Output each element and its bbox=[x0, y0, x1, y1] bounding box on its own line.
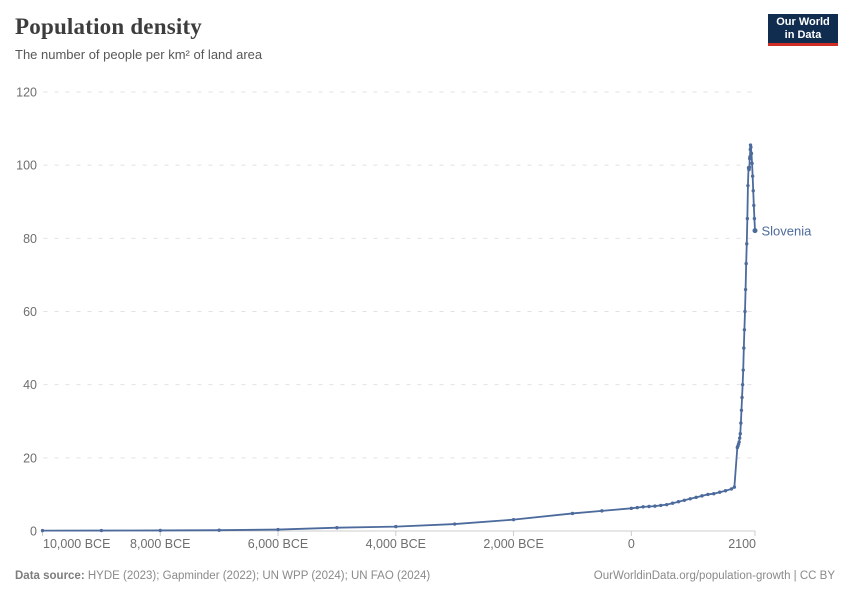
data-point bbox=[745, 216, 750, 221]
data-point bbox=[217, 528, 221, 532]
data-point bbox=[570, 511, 575, 516]
data-point bbox=[752, 203, 756, 208]
y-axis-labels: 0 20 40 60 80 100 120 bbox=[16, 86, 37, 539]
owid-logo-line2: in Data bbox=[784, 28, 822, 41]
x-tick-label: 6,000 BCE bbox=[248, 537, 308, 551]
gridlines bbox=[42, 91, 755, 532]
data-source-text: HYDE (2023); Gapminder (2022); UN WPP (2… bbox=[84, 570, 431, 582]
data-point bbox=[717, 490, 722, 494]
data-point bbox=[749, 151, 754, 156]
y-tick-label: 40 bbox=[23, 378, 37, 392]
data-point bbox=[682, 498, 687, 502]
x-tick-label: 2100 bbox=[728, 537, 756, 551]
y-tick-label: 100 bbox=[16, 159, 37, 173]
data-point bbox=[629, 506, 634, 511]
data-point bbox=[746, 183, 750, 188]
series-end-dot bbox=[752, 228, 758, 234]
data-point bbox=[653, 504, 657, 508]
x-tick-label: 4,000 BCE bbox=[366, 537, 426, 551]
data-point bbox=[752, 216, 757, 221]
y-tick-label: 20 bbox=[23, 451, 37, 465]
data-point bbox=[737, 436, 742, 440]
data-point bbox=[452, 522, 457, 526]
data-point bbox=[744, 261, 748, 266]
data-point bbox=[706, 492, 710, 497]
data-point bbox=[738, 431, 742, 436]
data-point bbox=[335, 526, 339, 530]
data-point bbox=[659, 503, 663, 508]
chart-subtitle: The number of people per km² of land are… bbox=[15, 47, 263, 62]
data-point bbox=[740, 382, 745, 387]
data-point bbox=[742, 328, 747, 332]
data-point bbox=[750, 174, 755, 178]
data-source-label: Data source: bbox=[15, 570, 85, 582]
x-tick-label: 8,000 BCE bbox=[130, 537, 190, 551]
data-point bbox=[737, 440, 741, 444]
data-point bbox=[647, 504, 651, 509]
data-point bbox=[747, 165, 752, 170]
x-axis-labels: 10,000 BCE 8,000 BCE 6,000 BCE 4,000 BCE 2,0… bbox=[42, 531, 756, 551]
data-point bbox=[740, 395, 744, 400]
line-series: Slovenia bbox=[40, 143, 813, 533]
chart-footer: Data source: HYDE (2023); Gapminder (202… bbox=[15, 570, 835, 582]
chart-header: Population density The number of people … bbox=[15, 14, 760, 62]
data-point bbox=[748, 155, 752, 159]
data-point bbox=[676, 500, 681, 504]
data-point bbox=[40, 528, 45, 533]
data-point bbox=[712, 491, 716, 496]
y-tick-label: 60 bbox=[23, 305, 37, 319]
data-point bbox=[751, 189, 755, 193]
data-source-note: Data source: HYDE (2023); Gapminder (202… bbox=[15, 570, 430, 582]
owid-logo-line1: Our World bbox=[776, 15, 830, 28]
data-point bbox=[749, 145, 753, 149]
data-point bbox=[670, 501, 675, 505]
y-tick-label: 0 bbox=[30, 525, 37, 539]
data-point bbox=[729, 487, 734, 491]
data-point bbox=[664, 502, 669, 507]
attribution-link[interactable]: OurWorldinData.org/population-growth | C… bbox=[593, 570, 835, 582]
x-tick-label: 10,000 BCE bbox=[43, 537, 110, 551]
data-point bbox=[741, 368, 745, 372]
data-point bbox=[723, 489, 728, 493]
data-point bbox=[742, 346, 746, 350]
x-tick-label: 2,000 BCE bbox=[483, 537, 543, 551]
data-point bbox=[394, 524, 398, 529]
data-point bbox=[276, 527, 280, 532]
data-point bbox=[700, 494, 704, 498]
data-point bbox=[158, 528, 162, 533]
x-tick-label: 0 bbox=[628, 537, 635, 551]
data-point bbox=[743, 287, 748, 292]
data-point bbox=[600, 509, 604, 513]
data-point bbox=[739, 421, 743, 425]
data-point bbox=[635, 505, 639, 510]
y-tick-label: 120 bbox=[16, 86, 37, 100]
data-point bbox=[745, 242, 749, 246]
data-point bbox=[641, 505, 645, 509]
owid-logo[interactable]: Our World in Data bbox=[768, 14, 838, 46]
chart-title: Population density bbox=[15, 14, 203, 39]
data-point bbox=[99, 528, 104, 533]
data-point bbox=[739, 408, 744, 412]
data-point bbox=[732, 485, 737, 489]
data-point bbox=[694, 495, 698, 500]
data-point bbox=[511, 517, 516, 522]
data-point bbox=[743, 309, 747, 314]
data-point bbox=[750, 161, 754, 166]
data-point bbox=[688, 497, 692, 501]
y-tick-label: 80 bbox=[23, 232, 37, 246]
series-end-label: Slovenia bbox=[762, 224, 813, 239]
